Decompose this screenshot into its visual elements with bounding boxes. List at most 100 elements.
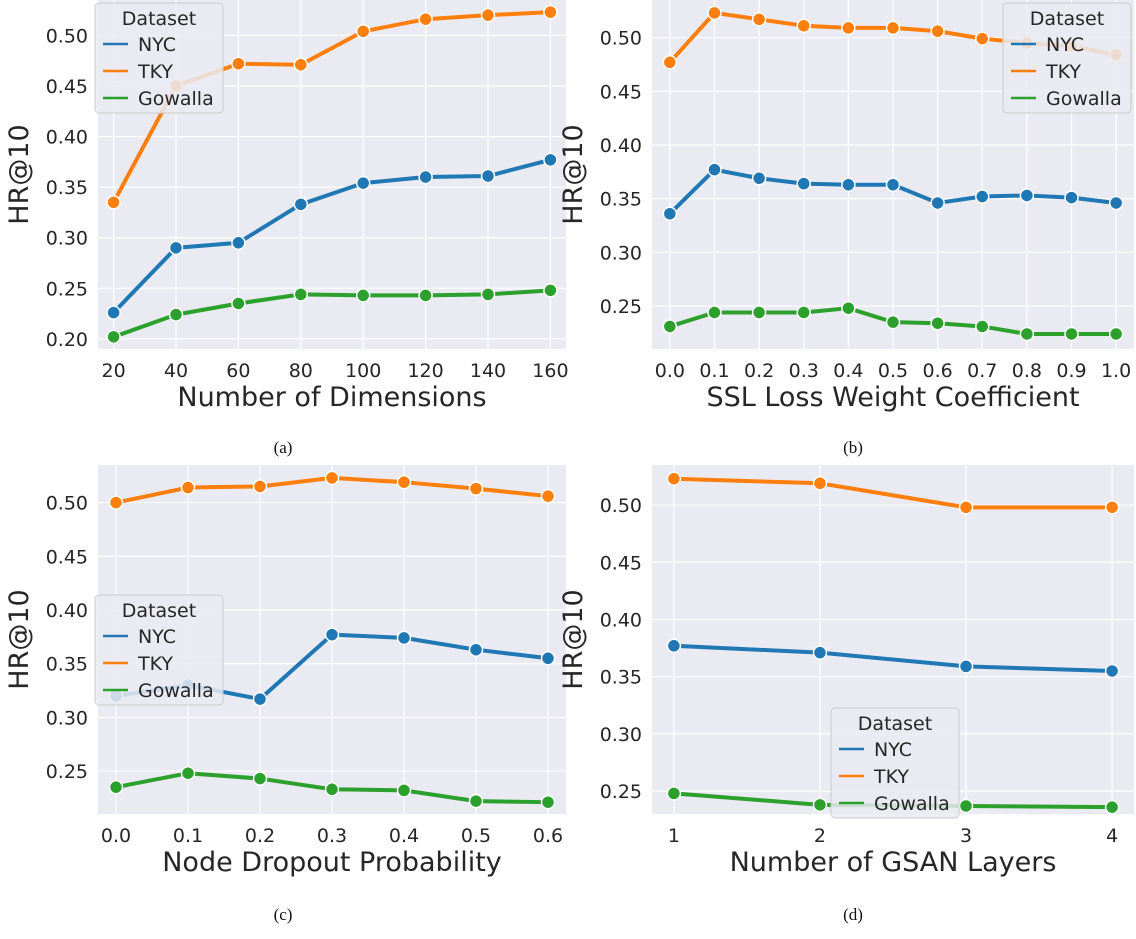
legend-entry-gowalla: Gowalla (138, 88, 214, 110)
legend-title: Dataset (122, 600, 196, 622)
x-tick-label: 1 (668, 825, 680, 847)
data-point-nyc (662, 206, 678, 221)
data-point-gowalla (662, 319, 678, 334)
data-point-nyc (324, 627, 340, 642)
data-point-gowalla (480, 287, 496, 302)
y-tick-label: 0.50 (600, 28, 642, 50)
y-axis-label: HR@10 (4, 589, 35, 689)
data-point-tky (751, 12, 767, 27)
legend-box (830, 707, 960, 819)
x-tick-label: 120 (407, 360, 443, 382)
data-point-gowalla (468, 793, 484, 809)
x-tick-label: 100 (345, 360, 381, 382)
data-point-nyc (231, 235, 246, 251)
legend-entry-nyc: NYC (874, 739, 912, 761)
chart-panel-d: 0.25 0.30 0.35 0.40 0.45 0.50 1 2 3 4 Number of GS… (558, 465, 1134, 924)
x-tick-label: 2 (814, 825, 826, 847)
legend-title: Dataset (858, 713, 932, 735)
x-tick-label: 0.6 (923, 360, 953, 382)
legend-entry-nyc: NYC (138, 626, 176, 648)
data-point-tky (812, 476, 828, 491)
legend: Dataset NYC TKY Gowalla (94, 594, 224, 706)
x-tick-label: 60 (226, 360, 250, 382)
y-tick-label: 0.40 (600, 609, 642, 631)
x-tick-label: 0.8 (1012, 360, 1042, 382)
y-axis-label: HR@10 (558, 124, 589, 224)
legend-title: Dataset (1030, 8, 1104, 30)
data-point-tky (106, 195, 121, 210)
data-point-tky (707, 5, 722, 21)
data-point-tky (324, 470, 340, 486)
y-axis-label: HR@10 (4, 124, 35, 224)
x-tick-label: 20 (102, 360, 126, 382)
data-point-nyc (1064, 190, 1079, 205)
data-point-nyc (468, 642, 484, 657)
data-point-nyc (930, 195, 945, 211)
data-point-tky (418, 11, 433, 27)
x-tick-label: 0.4 (833, 360, 863, 382)
data-point-gowalla (707, 305, 722, 320)
data-point-nyc (796, 176, 811, 191)
data-point-nyc (396, 630, 412, 646)
chart-panel-c: 0.25 0.30 0.35 0.40 0.45 0.50 0.0 0.1 0.2 0.3 0.4 0… (4, 465, 566, 924)
y-tick-label: 0.45 (46, 76, 88, 98)
panel-caption: (a) (274, 438, 293, 457)
legend: Dataset NYC TKY Gowalla (94, 2, 224, 114)
legend-entry-nyc: NYC (1046, 34, 1084, 56)
y-tick-label: 0.35 (46, 177, 88, 199)
data-point-gowalla (324, 782, 340, 797)
data-point-tky (885, 20, 901, 36)
x-axis-label: SSL Loss Weight Coefficient (706, 382, 1079, 413)
data-point-gowalla (108, 779, 124, 795)
x-tick-label: 0.1 (173, 825, 203, 847)
data-point-nyc (958, 659, 974, 674)
data-point-gowalla (396, 783, 412, 798)
x-tick-label: 0.9 (1056, 360, 1086, 382)
x-tick-label: 80 (289, 360, 313, 382)
data-point-nyc (975, 189, 990, 204)
data-point-gowalla (231, 296, 246, 311)
y-tick-label: 0.25 (46, 761, 88, 783)
legend-entry-gowalla: Gowalla (138, 680, 214, 702)
data-point-nyc (1108, 195, 1124, 211)
data-point-gowalla (543, 283, 558, 298)
data-point-gowalla (751, 305, 767, 320)
data-point-nyc (751, 171, 767, 186)
legend-entry-gowalla: Gowalla (1046, 88, 1122, 110)
data-point-tky (796, 18, 811, 34)
data-point-nyc (540, 651, 556, 666)
x-tick-label: 4 (1106, 825, 1118, 847)
panel-caption: (d) (843, 905, 863, 924)
data-point-tky (958, 500, 974, 515)
data-point-gowalla (666, 786, 682, 801)
series-line-tky (671, 476, 1115, 510)
data-point-gowalla (975, 319, 990, 334)
data-point-nyc (106, 305, 121, 320)
data-point-nyc (885, 177, 901, 192)
x-tick-label: 0.7 (967, 360, 997, 382)
series-line-nyc (111, 157, 553, 315)
x-tick-label: 0.0 (655, 360, 685, 382)
data-point-tky (975, 31, 990, 46)
panel-caption: (c) (274, 905, 293, 924)
data-point-gowalla (540, 794, 556, 810)
x-tick-label: 140 (470, 360, 506, 382)
data-point-gowalla (106, 329, 121, 345)
data-point-nyc (812, 645, 828, 660)
data-point-nyc (293, 197, 309, 212)
data-point-gowalla (293, 287, 309, 302)
data-point-gowalla (796, 305, 811, 320)
data-point-gowalla (930, 315, 945, 331)
data-point-gowalla (168, 307, 184, 322)
y-tick-label: 0.25 (600, 296, 642, 318)
data-point-gowalla (958, 798, 974, 814)
data-point-gowalla (1019, 326, 1035, 342)
y-tick-label: 0.45 (600, 81, 642, 103)
data-point-tky (355, 24, 371, 39)
data-point-gowalla (180, 765, 196, 781)
data-point-tky (293, 57, 309, 72)
data-point-tky (252, 479, 268, 494)
x-tick-label: 0.4 (389, 825, 419, 847)
data-point-tky (543, 4, 558, 20)
x-tick-label: 3 (960, 825, 972, 847)
